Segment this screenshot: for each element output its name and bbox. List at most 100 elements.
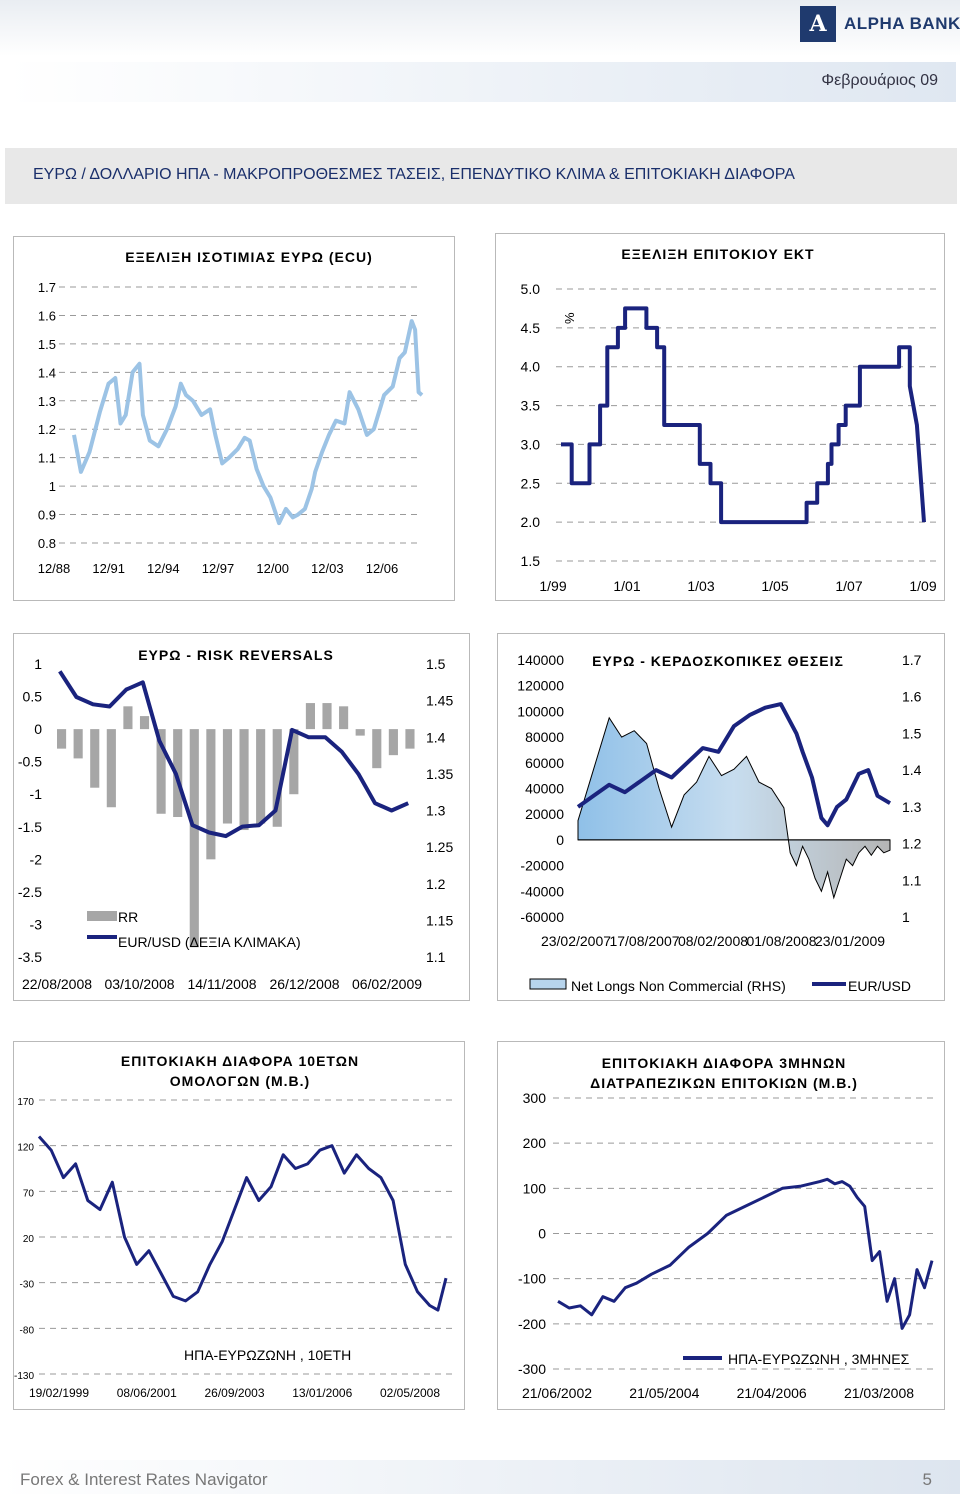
rr-bar — [189, 729, 199, 948]
y-tick-label-left: 80000 — [525, 729, 564, 745]
rr-bar — [289, 729, 299, 795]
y-tick-label: 1.7 — [38, 280, 56, 295]
y-tick-label-left: 20000 — [525, 806, 564, 822]
x-tick-label: 21/04/2006 — [737, 1385, 807, 1401]
y-tick-label-right: 1.2 — [426, 876, 446, 892]
y-tick-label: 70 — [23, 1188, 35, 1199]
y-tick-label: 2.5 — [521, 475, 541, 491]
x-tick-label: 1/03 — [687, 578, 714, 594]
y-tick-label-right: 1.6 — [902, 689, 922, 705]
chart-title: ΕΥΡΩ - ΚΕΡΔΟΣΚΟΠΙΚΕΣ ΘΕΣΕΙΣ — [592, 653, 844, 669]
x-tick-label: 22/08/2008 — [22, 976, 92, 992]
series-line — [72, 319, 424, 526]
y-tick-label-left: 1 — [34, 656, 42, 672]
y-tick-label: -100 — [518, 1271, 546, 1287]
x-tick-label: 12/88 — [38, 561, 71, 576]
x-tick-label: 12/94 — [147, 561, 180, 576]
y-tick-label-left: 120000 — [517, 678, 564, 694]
y-tick-label: 1.6 — [38, 308, 56, 323]
x-tick-label: 13/01/2006 — [292, 1386, 352, 1400]
x-tick-label: 12/06 — [366, 561, 399, 576]
y-tick-label: -300 — [518, 1361, 546, 1377]
legend-label-eurusd: EUR/USD — [848, 978, 911, 994]
legend-swatch-rr — [87, 911, 117, 921]
date-bar: Φεβρουάριος 09 — [8, 62, 956, 102]
report-date: Φεβρουάριος 09 — [821, 72, 938, 89]
chart-panel-3m-spread: 300 200 100 0 -100 -200 -300 21/06/2002 21/05/20… — [497, 1041, 945, 1410]
y-tick-label: 1.5 — [521, 553, 541, 569]
y-tick-label-left: 140000 — [517, 652, 564, 668]
rr-bar — [156, 729, 166, 814]
legend-label-rr: RR — [118, 909, 138, 925]
x-tick-label: 12/03 — [311, 561, 344, 576]
y-tick-label: 4.0 — [521, 359, 541, 375]
eurusd-line — [576, 702, 892, 828]
rr-bar — [239, 729, 249, 831]
y-tick-label: 0 — [538, 1226, 546, 1242]
chart-title: ΕΞΕΛΙΞΗ ΙΣΟΤΙΜΙΑΣ ΕΥΡΩ (ECU) — [125, 249, 373, 265]
y-tick-label: 2.0 — [521, 514, 541, 530]
y-tick-label-right: 1.3 — [902, 799, 922, 815]
y-tick-label: 3.5 — [521, 398, 541, 414]
net-longs-area — [577, 716, 891, 900]
x-tick-label: 21/03/2008 — [844, 1385, 914, 1401]
y-tick-label: 1.5 — [38, 337, 56, 352]
spread-line — [557, 1177, 934, 1330]
y-tick-label: 100 — [523, 1180, 547, 1196]
rr-bar — [73, 729, 83, 759]
y-tick-label-right: 1.2 — [902, 836, 922, 852]
footer-title: Forex & Interest Rates Navigator — [20, 1470, 268, 1489]
rr-bar — [388, 729, 398, 756]
chart-3m-spread: 300 200 100 0 -100 -200 -300 21/06/2002 21/05/20… — [518, 1055, 934, 1401]
y-tick-label-right: 1.45 — [426, 693, 453, 709]
y-tick-label-left: 0 — [556, 832, 564, 848]
chart-speculative-positions: 140000 120000 100000 80000 60000 40000 20000 0 -… — [517, 652, 922, 994]
chart-title-line: ΕΠΙΤΟΚΙΑΚΗ ΔΙΑΦΟΡΑ 3ΜΗΝΩΝ — [602, 1055, 847, 1071]
x-tick-label: 17/08/2007 — [609, 933, 679, 949]
rr-bar — [256, 729, 266, 824]
x-tick-label: 08/02/2008 — [678, 933, 748, 949]
chart-title: ΕΞΕΛΙΞΗ ΕΠΙΤΟΚΙΟΥ ΕΚΤ — [621, 246, 814, 262]
eurusd-line — [58, 670, 410, 839]
x-tick-label: 1/05 — [761, 578, 788, 594]
series-line — [561, 306, 926, 525]
brand-name: ALPHA BANK — [844, 14, 960, 33]
y-tick-label-right: 1.3 — [426, 803, 446, 819]
x-tick-label: 26/09/2003 — [204, 1386, 264, 1400]
x-tick-label: 21/05/2004 — [629, 1385, 699, 1401]
y-tick-label: 300 — [523, 1090, 547, 1106]
rr-bar — [206, 729, 216, 860]
x-tick-label: 23/02/2007 — [541, 933, 611, 949]
y-tick-label: -200 — [518, 1316, 546, 1332]
y-tick-label-left: 0.5 — [23, 689, 43, 705]
rr-bar — [90, 729, 100, 788]
y-tick-label-left: 100000 — [517, 703, 564, 719]
y-tick-label-left: -3.5 — [18, 949, 42, 965]
y-tick-label: 1.2 — [38, 422, 56, 437]
y-tick-label-left: -1.5 — [18, 819, 42, 835]
x-tick-label: 1/07 — [835, 578, 862, 594]
rr-bar — [339, 706, 349, 730]
y-tick-label: 5.0 — [521, 281, 541, 297]
rr-bar — [222, 729, 233, 824]
y-tick-label-left: -20000 — [520, 858, 564, 874]
x-tick-label: 12/91 — [92, 561, 125, 576]
y-tick-label-right: 1.5 — [426, 656, 446, 672]
y-tick-label-right: 1 — [902, 909, 910, 925]
chart-panel-risk-reversals: 1 0.5 0 -0.5 -1 -1.5 -2 -2.5 -3 -3.5 1.5 1.45 1.4 1.3… — [13, 633, 470, 1001]
x-tick-label: 23/01/2009 — [815, 933, 885, 949]
page-title: ΕΥΡΩ / ΔΟΛΛΑΡΙΟ ΗΠΑ - ΜΑΚΡΟΠΡΟΘΕΣΜΕΣ ΤΑΣ… — [33, 166, 795, 183]
rr-bar — [355, 729, 365, 736]
rr-bar — [272, 729, 282, 827]
chart-risk-reversals: 1 0.5 0 -0.5 -1 -1.5 -2 -2.5 -3 -3.5 1.5 1.45 1.4 1.3… — [18, 647, 454, 992]
y-tick-label: 1 — [49, 479, 56, 494]
alpha-bank-logo: A ALPHA BANK — [800, 6, 960, 42]
x-tick-label: 21/06/2002 — [522, 1385, 592, 1401]
legend-label-netlongs: Net Longs Non Commercial (RHS) — [571, 978, 786, 994]
y-tick-label-left: -40000 — [520, 883, 564, 899]
y-tick-label: 1.1 — [38, 451, 56, 466]
x-tick-label: 06/02/2009 — [352, 976, 422, 992]
y-tick-label-left: 40000 — [525, 781, 564, 797]
y-tick-label-right: 1.15 — [426, 912, 453, 928]
chart-panel-speculative-positions: 140000 120000 100000 80000 60000 40000 20000 0 -… — [497, 633, 945, 1001]
